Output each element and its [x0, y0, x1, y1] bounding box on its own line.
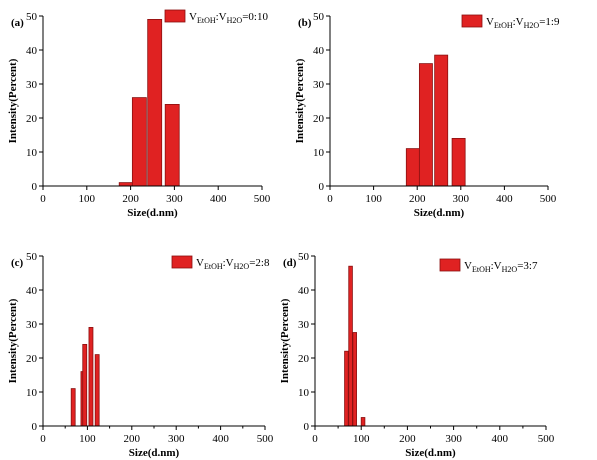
x-tick-label: 200 — [122, 193, 139, 205]
panel-a: 0 100 200 300 400 500 0 10 20 30 40 50 Size(d.nm) Int… — [7, 9, 271, 219]
bar — [131, 97, 147, 187]
y-tick-label: 40 — [298, 285, 310, 297]
x-axis-title: Size(d.nm) — [129, 447, 180, 459]
y-tick-label: 10 — [26, 147, 38, 159]
x-axis-title: Size(d.nm) — [127, 207, 178, 219]
y-tick-label: 50 — [26, 11, 38, 23]
panel-b: 0 100 200 300 400 500 0 10 20 30 40 50 Size(d.nm) Int… — [294, 11, 560, 219]
x-tick-label: 200 — [124, 433, 141, 445]
bar — [360, 417, 366, 427]
y-tick-label: 0 — [304, 421, 310, 433]
y-axis-title: Intensity(Percent) — [294, 58, 306, 143]
bar — [451, 137, 466, 187]
bar — [82, 343, 88, 427]
legend: VEtOH:VH2O=3:7 — [439, 258, 538, 274]
x-tick-label: 0 — [327, 193, 333, 205]
y-tick-label: 30 — [313, 79, 325, 91]
panel-label: (d) — [283, 257, 297, 269]
y-tick-label: 10 — [298, 387, 310, 399]
x-tick-label: 300 — [453, 193, 470, 205]
x-tick-label: 200 — [409, 193, 426, 205]
legend-label: VEtOH:VH2O=3:7 — [464, 260, 538, 274]
legend: VEtOH:VH2O=0:10 — [164, 9, 268, 25]
legend-label: VEtOH:VH2O=0:10 — [189, 11, 268, 25]
x-tick-label: 300 — [166, 193, 183, 205]
y-tick-label: 30 — [298, 319, 310, 331]
legend-swatch — [164, 9, 186, 23]
x-tick-label: 0 — [312, 433, 318, 445]
panel-label: (b) — [298, 17, 312, 29]
y-tick-label: 0 — [32, 421, 38, 433]
y-tick-label: 30 — [26, 79, 38, 91]
y-axis-title: Intensity(Percent) — [7, 58, 19, 143]
bar — [352, 332, 357, 427]
y-axis-title: Intensity(Percent) — [279, 298, 291, 383]
bar — [405, 148, 420, 187]
x-tick-label: 400 — [210, 193, 227, 205]
y-tick-label: 50 — [313, 11, 325, 23]
y-tick-label: 40 — [26, 45, 38, 57]
x-tick-label: 0 — [40, 433, 46, 445]
x-tick-label: 400 — [496, 193, 513, 205]
legend-swatch — [171, 255, 193, 269]
y-tick-label: 10 — [313, 147, 325, 159]
y-axis-title: Intensity(Percent) — [7, 298, 19, 383]
bar — [418, 63, 433, 187]
x-axis-title: Size(d.nm) — [405, 447, 456, 459]
y-tick-label: 20 — [26, 113, 38, 125]
x-tick-label: 400 — [492, 433, 509, 445]
legend-label: VEtOH:VH2O=1:9 — [486, 16, 560, 30]
x-tick-label: 100 — [353, 433, 370, 445]
x-tick-label: 500 — [538, 433, 555, 445]
bar — [434, 54, 449, 187]
bar — [94, 354, 100, 427]
x-tick-label: 100 — [365, 193, 382, 205]
x-tick-label: 100 — [79, 193, 96, 205]
y-tick-label: 40 — [26, 285, 38, 297]
y-tick-label: 0 — [32, 181, 38, 193]
y-tick-label: 50 — [298, 251, 310, 263]
y-tick-label: 0 — [319, 181, 325, 193]
x-tick-label: 500 — [540, 193, 557, 205]
x-tick-label: 200 — [399, 433, 416, 445]
x-tick-label: 300 — [445, 433, 462, 445]
bar — [147, 18, 163, 187]
y-tick-label: 10 — [26, 387, 38, 399]
y-tick-label: 20 — [313, 113, 325, 125]
panel-d: 0 100 200 300 400 500 0 10 20 30 40 50 Size(d.nm) Int… — [279, 251, 555, 459]
x-tick-label: 300 — [168, 433, 185, 445]
panel-label: (c) — [11, 257, 24, 269]
bar — [344, 350, 349, 427]
x-tick-label: 0 — [40, 193, 46, 205]
x-tick-label: 500 — [257, 433, 274, 445]
legend-swatch — [461, 14, 483, 28]
x-axis-title: Size(d.nm) — [414, 207, 465, 219]
x-tick-label: 100 — [79, 433, 96, 445]
y-tick-label: 50 — [26, 251, 38, 263]
legend: VEtOH:VH2O=2:8 — [171, 255, 270, 271]
panel-c: 0 100 200 300 400 500 0 10 20 30 40 50 Size(d.nm) Int… — [7, 251, 274, 459]
y-tick-label: 20 — [298, 353, 310, 365]
panel-label: (a) — [11, 17, 24, 29]
legend-swatch — [439, 258, 461, 272]
bar — [70, 388, 76, 427]
bar — [88, 326, 94, 427]
x-tick-label: 500 — [254, 193, 271, 205]
legend: VEtOH:VH2O=1:9 — [461, 14, 560, 30]
y-tick-label: 40 — [313, 45, 325, 57]
legend-label: VEtOH:VH2O=2:8 — [196, 257, 270, 271]
bar — [118, 182, 134, 187]
bar — [164, 104, 180, 187]
y-tick-label: 20 — [26, 353, 38, 365]
x-tick-label: 400 — [212, 433, 229, 445]
bar — [348, 265, 353, 427]
y-tick-label: 30 — [26, 319, 38, 331]
